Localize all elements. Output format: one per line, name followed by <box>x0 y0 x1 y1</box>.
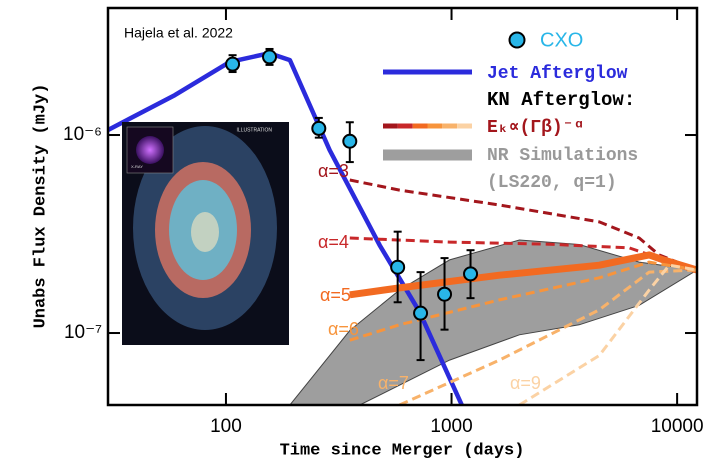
data-point <box>312 122 325 135</box>
data-point <box>343 135 356 148</box>
inset-image: ILLUSTRATION X-RAY <box>122 122 289 345</box>
series-label: α=3 <box>318 161 349 181</box>
annotation: Hajela et al. 2022 <box>124 25 233 41</box>
x-tick-label: 100 <box>210 416 242 437</box>
legend-label: CXO <box>540 29 583 51</box>
data-point <box>414 307 427 320</box>
y-axis-title: Unabs Flux Density (mJy) <box>31 84 50 329</box>
chart: ILLUSTRATION X-RAY Hajela et al. 2022 Ti… <box>0 0 715 465</box>
legend-label: Jet Afterglow <box>487 64 628 84</box>
y-tick-label: 10⁻⁶ <box>63 124 102 145</box>
inset-caption: ILLUSTRATION <box>237 127 273 133</box>
inset-subcaption: X-RAY <box>131 164 143 169</box>
data-point <box>391 261 404 274</box>
x-tick-label: 10000 <box>651 416 704 437</box>
data-point <box>263 50 276 63</box>
legend-marker <box>510 33 525 48</box>
data-point <box>226 58 239 71</box>
legend: CXO Jet Afterglow KN Afterglow: Eₖ∝(Γβ)⁻ᵅ NR… <box>383 29 638 192</box>
legend-title: KN Afterglow: <box>487 89 635 111</box>
series-label: α=9 <box>510 373 541 393</box>
series-label: α=6 <box>328 319 359 339</box>
x-tick-label: 1000 <box>430 416 472 437</box>
legend-note: (LS220, q=1) <box>487 173 617 193</box>
data-point <box>438 288 451 301</box>
series-label: α=5 <box>320 285 351 305</box>
series-label: α=7 <box>378 373 409 393</box>
data-point <box>464 267 477 280</box>
y-tick-label: 10⁻⁷ <box>64 322 102 343</box>
series-label: α=4 <box>318 232 349 252</box>
x-axis-title: Time since Merger (days) <box>280 441 525 460</box>
legend-label: Eₖ∝(Γβ)⁻ᵅ <box>487 118 584 138</box>
legend-label: NR Simulations <box>487 146 638 166</box>
